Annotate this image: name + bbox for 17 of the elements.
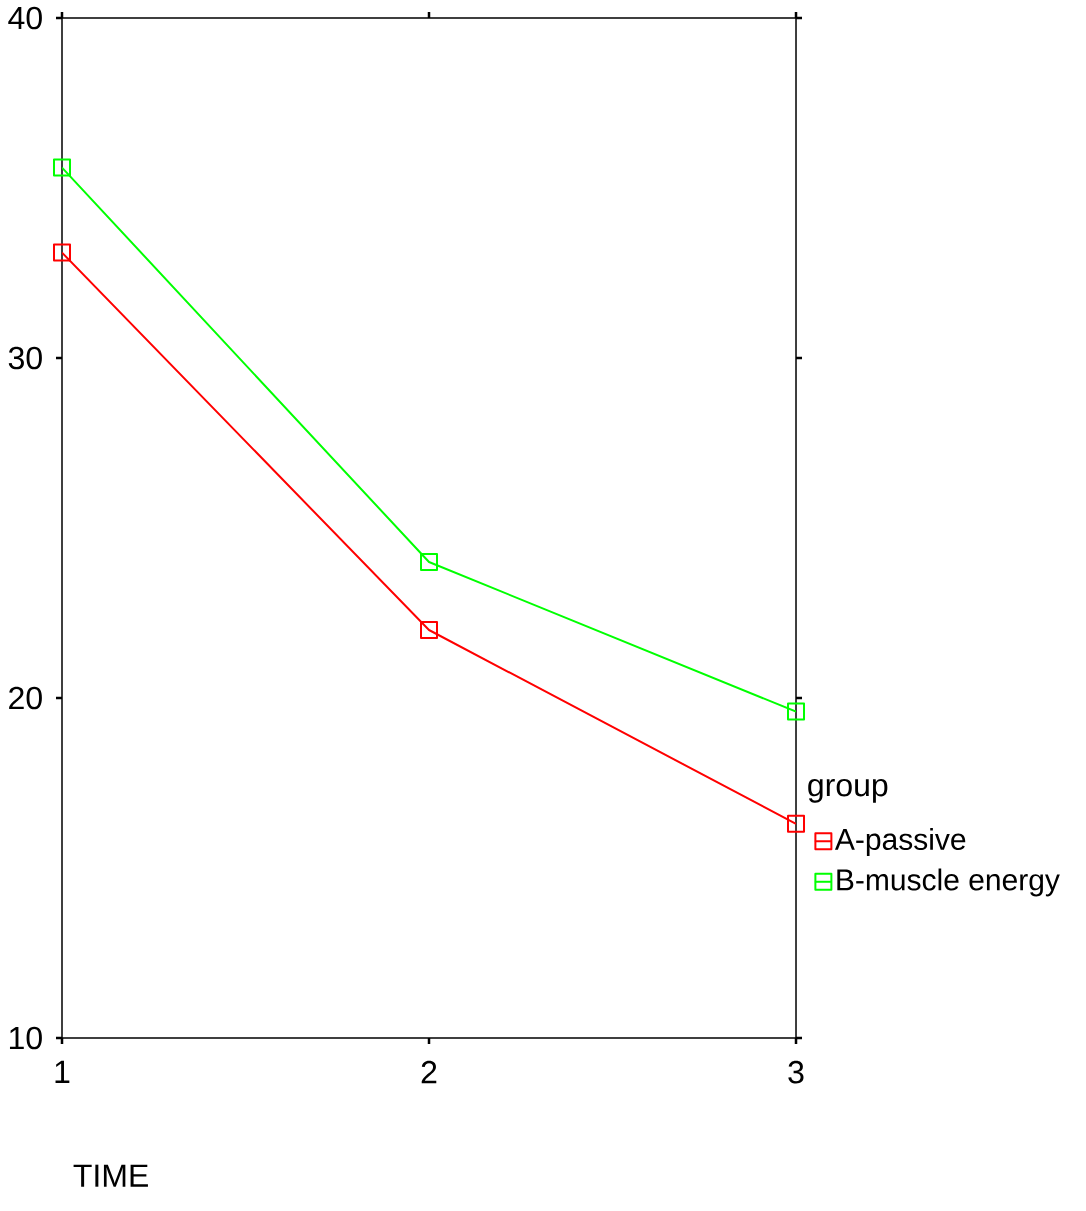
point: [53, 243, 71, 262]
point: [420, 621, 438, 640]
legend-label: A-passive: [834, 827, 966, 856]
point: [420, 553, 438, 572]
point: [787, 702, 806, 721]
point: [53, 158, 71, 177]
y-tick-label: 20: [9, 686, 42, 710]
y-tick-label: 40: [8, 6, 42, 30]
x-tick-label: 3: [788, 1060, 804, 1084]
legend-label: B-muscle energy: [837, 868, 1060, 897]
y-tick-label: 10: [9, 1026, 42, 1050]
legend-title: group: [808, 778, 888, 803]
x-axis-title: TIME: [73, 1164, 148, 1187]
point: [787, 814, 806, 833]
x-tick-label: 2: [421, 1060, 437, 1084]
y-tick-label: 30: [8, 346, 42, 370]
x-tick-label: 1: [55, 1060, 70, 1083]
